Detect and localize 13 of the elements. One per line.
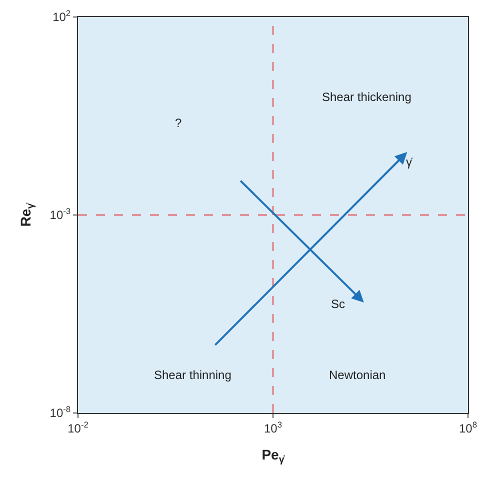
y-tick-label: 10$^{-8}$ <box>50 404 71 420</box>
x-tick-label: 10$^{-2}$ <box>68 419 89 436</box>
x-tick-label: 10$^{3}$ <box>264 419 282 436</box>
annotation: Sc <box>331 297 346 311</box>
x-tick-label: 10$^{8}$ <box>458 419 478 436</box>
annotation: Shear thinning <box>154 368 232 382</box>
y-tick-label: 10$^{-3}$ <box>50 206 71 222</box>
x-axis-title: Pe$_{γ̇}$ <box>262 446 286 466</box>
annotation: Newtonian <box>329 368 386 382</box>
y-tick-label: 10$^{2}$ <box>52 8 71 24</box>
annotation: γ̇ <box>406 155 413 169</box>
annotation: Shear thickening <box>322 90 412 104</box>
annotation: ? <box>175 116 182 130</box>
